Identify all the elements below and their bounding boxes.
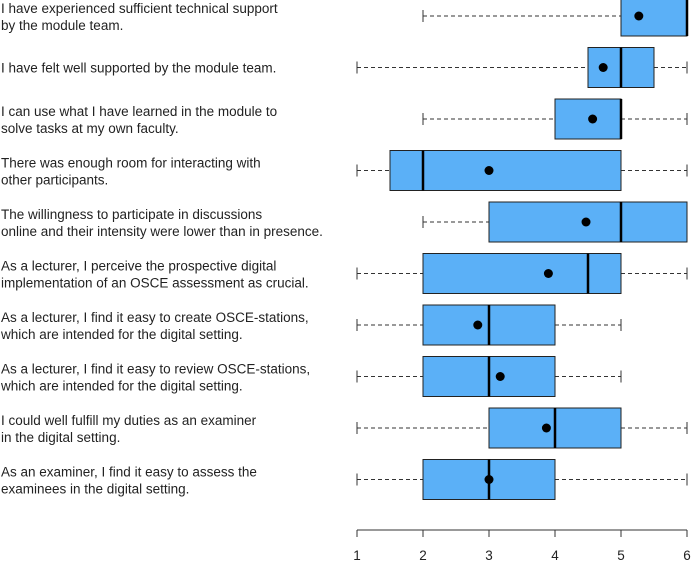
statement-label: I can use what I have learned in the mod…: [1, 104, 277, 119]
box-row-4: [356, 150, 688, 191]
mean-marker: [484, 475, 494, 484]
iqr-box: [620, 0, 688, 37]
statement-label: other participants.: [1, 173, 108, 188]
statement-label: As an examiner, I find it easy to assess…: [1, 465, 257, 480]
iqr-box: [389, 150, 622, 191]
x-tick-label: 3: [485, 548, 493, 563]
statement-label: which are intended for the digital setti…: [0, 327, 243, 342]
iqr-box: [554, 98, 622, 140]
box-row-5: [422, 201, 688, 243]
mean-marker: [634, 11, 644, 21]
statement-label: implementation of an OSCE assessment as …: [1, 276, 309, 291]
statement-label: As a lecturer, I perceive the prospectiv…: [1, 259, 276, 274]
mean-marker: [598, 63, 608, 72]
mean-marker: [588, 114, 598, 124]
statement-label: I could well fulfill my duties as an exa…: [1, 413, 257, 428]
x-tick-label: 4: [551, 548, 559, 563]
statement-label: As a lecturer, I find it easy to review …: [1, 362, 310, 377]
x-axis: 1 2 3 4 5 6: [353, 529, 691, 563]
x-tick-label: 1: [353, 548, 361, 563]
box-row-10: [356, 459, 688, 500]
mean-marker: [484, 166, 494, 175]
box-row-7: [356, 304, 622, 346]
statement-labels: I have experienced sufficient technical …: [0, 1, 323, 497]
x-tick-label: 5: [617, 548, 625, 563]
statement-label: solve tasks at my own faculty.: [1, 121, 179, 136]
mean-marker: [473, 320, 483, 330]
box-row-9: [356, 407, 688, 449]
box-row-1: [422, 0, 689, 37]
statement-label: I have felt well supported by the module…: [1, 61, 276, 76]
x-tick-label: 6: [683, 548, 691, 563]
boxplot-series: [356, 0, 689, 500]
x-tick-label: 2: [419, 548, 427, 563]
statement-label: online and their intensity were lower th…: [1, 224, 323, 239]
statement-label: by the module team.: [1, 18, 123, 33]
mean-marker: [495, 372, 505, 381]
mean-marker: [541, 423, 551, 433]
statement-label: I have experienced sufficient technical …: [1, 1, 278, 16]
statement-label: which are intended for the digital setti…: [0, 379, 243, 394]
box-row-8: [356, 356, 622, 397]
statement-label: As a lecturer, I find it easy to create …: [1, 310, 309, 325]
statement-label: examinees in the digital setting.: [1, 482, 189, 497]
iqr-box: [422, 253, 622, 294]
statement-label: There was enough room for interacting wi…: [1, 156, 261, 171]
box-row-6: [356, 253, 688, 294]
mean-marker: [581, 217, 591, 227]
statement-label: in the digital setting.: [1, 430, 120, 445]
box-row-2: [356, 47, 688, 88]
statement-label: The willingness to participate in discus…: [1, 207, 262, 222]
box-row-3: [422, 98, 688, 140]
mean-marker: [543, 269, 553, 278]
